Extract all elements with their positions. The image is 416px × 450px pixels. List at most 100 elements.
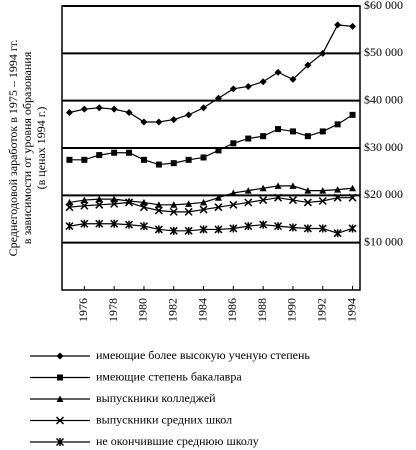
series-line (69, 185, 353, 206)
x-tick-label: 1978 (106, 298, 120, 322)
marker (348, 224, 357, 233)
y-tick-label: $20 000 (364, 187, 403, 201)
series-line (69, 223, 353, 234)
marker (170, 201, 178, 208)
marker (185, 111, 193, 119)
marker (155, 201, 163, 208)
marker (110, 199, 119, 208)
marker (274, 222, 283, 231)
marker (125, 198, 134, 207)
marker (65, 109, 73, 116)
marker (333, 193, 342, 202)
series-line (69, 24, 353, 123)
x-tick-label: 1992 (315, 298, 329, 322)
marker (95, 219, 104, 228)
marker (260, 133, 267, 140)
marker (65, 203, 74, 212)
marker (200, 104, 208, 112)
marker (125, 220, 134, 229)
marker (289, 128, 296, 135)
marker (334, 186, 342, 193)
marker (140, 198, 148, 206)
marker (185, 200, 193, 207)
marker (259, 196, 268, 205)
marker (259, 220, 268, 229)
marker (110, 219, 119, 228)
marker (349, 184, 357, 192)
marker (111, 149, 118, 156)
marker (170, 116, 178, 124)
legend-marker (56, 352, 64, 360)
marker (274, 182, 282, 189)
marker (319, 49, 327, 57)
marker (319, 187, 327, 194)
marker (199, 205, 208, 214)
marker (80, 196, 88, 204)
marker (200, 198, 208, 206)
marker (229, 85, 237, 93)
x-tick-label: 1986 (225, 298, 239, 322)
marker (275, 126, 282, 133)
marker (169, 207, 178, 216)
marker (229, 189, 237, 196)
legend-label: имеющие степень бакалавра (96, 369, 242, 383)
marker (259, 78, 267, 86)
marker (66, 156, 73, 163)
marker (318, 196, 327, 206)
marker (334, 21, 342, 29)
y-tick-label: $40 000 (364, 92, 403, 106)
y-tick-label: $10 000 (364, 234, 403, 248)
marker (318, 224, 327, 233)
marker (274, 193, 283, 202)
marker (126, 149, 133, 156)
marker (230, 140, 237, 147)
marker (319, 128, 326, 135)
marker (289, 182, 297, 189)
marker (333, 229, 342, 238)
marker (199, 225, 208, 234)
marker (288, 196, 297, 205)
marker (139, 203, 148, 212)
marker (154, 206, 163, 215)
marker (140, 156, 147, 163)
marker (140, 118, 148, 126)
marker (304, 61, 312, 69)
series-line (69, 197, 353, 213)
marker (65, 198, 73, 206)
marker (80, 219, 89, 228)
legend-marker (55, 416, 65, 425)
marker (349, 22, 357, 30)
marker (304, 133, 311, 140)
marker (214, 225, 223, 234)
x-tick-label: 1976 (76, 298, 90, 322)
marker (95, 104, 103, 112)
marker (200, 154, 207, 161)
marker (215, 147, 222, 154)
marker (348, 193, 357, 202)
legend-marker (57, 374, 63, 381)
marker (184, 207, 193, 216)
marker (155, 161, 162, 168)
marker (245, 135, 252, 142)
marker (244, 187, 252, 194)
marker (95, 200, 104, 209)
marker (154, 225, 163, 234)
marker (303, 224, 312, 233)
marker (274, 68, 282, 76)
marker (95, 195, 103, 203)
y-tick-label: $60 000 (364, 0, 403, 12)
legend-label: выпускники средних школ (96, 412, 232, 426)
marker (65, 222, 74, 231)
legend-label: имеющие более высокую ученую степень (96, 348, 310, 362)
y-tick-label: $50 000 (364, 45, 403, 59)
marker (184, 226, 193, 235)
marker (304, 187, 312, 194)
x-tick-label: 1990 (285, 298, 299, 322)
legend-label: не окончившие среднюю школу (96, 434, 259, 448)
marker (289, 75, 297, 83)
y-axis-label: в зависимости от уровня образования (20, 51, 34, 244)
marker (214, 203, 223, 212)
marker (229, 224, 238, 233)
marker (244, 82, 252, 90)
